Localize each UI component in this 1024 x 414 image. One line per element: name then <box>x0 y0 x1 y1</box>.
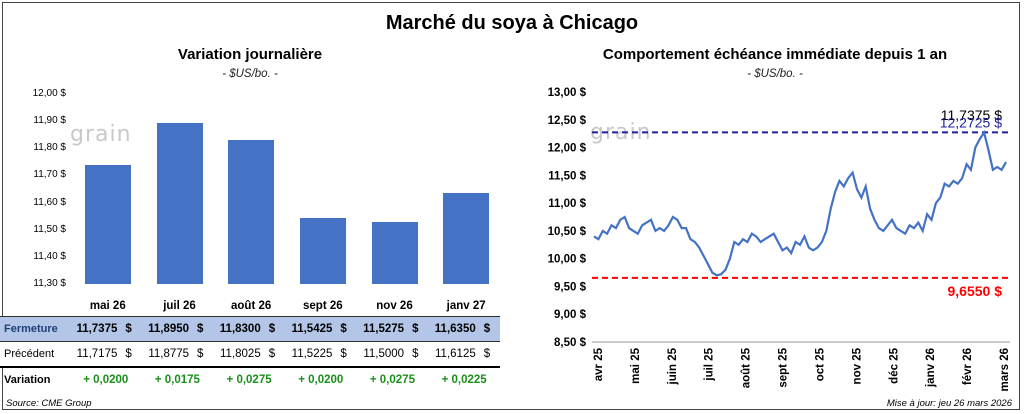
last-value-label: 11,7375 $ <box>941 107 1002 123</box>
x-tick-label: déc 25 <box>888 347 900 383</box>
table-cell: 11,8025 <box>213 341 265 367</box>
table-cell: + 0,0225 <box>428 366 500 392</box>
currency-cell: $ <box>264 341 285 367</box>
values-table: Fermeture 11,7375 $ 11,8950 $ 11,8300 $ 11,… <box>0 316 500 392</box>
bar-mai-26 <box>84 165 131 284</box>
x-tick-label: févr 26 <box>962 348 974 385</box>
watermark-left: grain <box>70 122 132 147</box>
x-tick-label: mai 25 <box>630 347 642 383</box>
bar-janv-27 <box>443 193 490 284</box>
row-label: Fermeture <box>0 316 70 342</box>
row-label: Variation <box>0 366 70 392</box>
x-tick-label: juin 25 <box>667 347 679 385</box>
x-tick-label: mars 26 <box>999 348 1011 391</box>
y-tick-label: 11,70 $ <box>33 169 66 181</box>
right-panel-title: Comportement échéance immédiate depuis 1… <box>602 46 948 63</box>
y-tick-label: 11,50 $ <box>33 223 66 235</box>
table-cell: + 0,0200 <box>284 366 357 392</box>
y-tick-label: 9,50 $ <box>554 281 587 293</box>
table-cell: 11,6125 <box>428 341 480 367</box>
y-tick-label: 11,30 $ <box>33 278 66 289</box>
currency-cell: $ <box>408 316 429 342</box>
x-tick-label: oct 25 <box>814 347 826 381</box>
table-cell: 11,5275 <box>356 316 409 342</box>
bar-nov-26 <box>371 222 418 284</box>
table-cell: + 0,0275 <box>213 366 285 392</box>
x-tick-label: sept 26 <box>303 300 343 312</box>
y-tick-label: 10,50 $ <box>548 226 587 238</box>
y-tick-label: 11,90 $ <box>33 115 66 127</box>
y-tick-label: 12,00 $ <box>32 88 66 99</box>
source-note: Source: CME Group <box>6 398 92 409</box>
x-tick-label: juil 26 <box>163 300 196 312</box>
table-cell: 11,6350 <box>428 316 480 342</box>
line-chart: 13,00 $ 12,50 $ 12,00 $ 11,50 $ 11,00 $ 10,50… <box>548 87 1011 391</box>
currency-cell: $ <box>479 341 500 367</box>
currency-cell: $ <box>336 341 357 367</box>
row-label: Précédent <box>0 341 70 367</box>
table-cell: 11,8300 <box>213 316 265 342</box>
chart-frame <box>2 2 1020 410</box>
y-tick-label: 11,80 $ <box>33 142 66 154</box>
y-tick-label: 10,00 $ <box>548 254 587 266</box>
y-tick-label: 11,00 $ <box>548 198 586 210</box>
page-title: Marché du soya à Chicago <box>385 12 639 34</box>
x-tick-label: janv 27 <box>446 300 486 312</box>
y-tick-label: 9,00 $ <box>554 309 587 321</box>
table-row-variation: Variation + 0,0200 + 0,0175 + 0,0275 + 0… <box>0 366 500 392</box>
y-tick-label: 12,50 $ <box>548 115 587 127</box>
table-cell: 11,5000 <box>356 341 409 367</box>
currency-cell: $ <box>121 316 142 342</box>
x-tick-label: nov 25 <box>851 347 863 384</box>
x-tick-label: juil 25 <box>704 347 716 381</box>
x-tick-label: sept 25 <box>778 347 790 387</box>
watermark-right: grain <box>590 120 652 145</box>
x-tick-label: août 26 <box>231 300 272 312</box>
table-row-fermeture: Fermeture 11,7375 $ 11,8950 $ 11,8300 $ 11,… <box>0 316 500 342</box>
bar-sept-26 <box>299 218 346 284</box>
y-tick-label: 13,00 $ <box>548 87 587 99</box>
left-panel-unit: - $US/bo. - <box>222 68 278 80</box>
currency-cell: $ <box>264 316 285 342</box>
x-tick-label: mai 26 <box>89 300 126 312</box>
table-cell: + 0,0275 <box>356 366 429 392</box>
y-tick-label: 11,50 $ <box>548 170 586 182</box>
table-cell: + 0,0200 <box>69 366 142 392</box>
currency-cell: $ <box>336 316 357 342</box>
x-tick-label: janv 26 <box>925 348 937 388</box>
table-cell: 11,8950 <box>141 316 194 342</box>
y-tick-label: 11,60 $ <box>33 196 66 208</box>
currency-cell: $ <box>121 341 142 367</box>
x-tick-label: avr 25 <box>593 347 605 381</box>
currency-cell: $ <box>479 316 500 342</box>
table-row-precedent: Précédent 11,7175 $ 11,8775 $ 11,8025 $ 11,… <box>0 341 500 367</box>
right-panel-unit: - $US/bo. - <box>747 68 803 80</box>
bar-août-26 <box>228 140 275 284</box>
high-value-label: 12,2725 $ <box>940 114 1002 130</box>
bar-juil-26 <box>156 122 203 284</box>
left-panel-title: Variation journalière <box>177 46 323 63</box>
low-value-label: 9,6550 $ <box>948 283 1003 299</box>
table-cell: 11,8775 <box>141 341 194 367</box>
update-note: Mise à jour: jeu 26 mars 2026 <box>886 398 1012 409</box>
y-tick-label: 12,00 $ <box>548 143 587 155</box>
y-tick-label: 11,40 $ <box>33 250 66 262</box>
table-cell: + 0,0175 <box>141 366 214 392</box>
table-cell: 11,7175 <box>69 341 122 367</box>
table-cell: 11,7375 <box>69 316 122 342</box>
currency-cell: $ <box>193 316 214 342</box>
currency-cell: $ <box>193 341 214 367</box>
price-series-line <box>593 129 1007 277</box>
x-tick-label: nov 26 <box>376 300 413 312</box>
x-tick-label: août 25 <box>741 347 753 388</box>
y-tick-label: 8,50 $ <box>554 337 587 349</box>
currency-cell: $ <box>408 341 429 367</box>
table-cell: 11,5425 <box>284 316 337 342</box>
table-cell: 11,5225 <box>284 341 337 367</box>
